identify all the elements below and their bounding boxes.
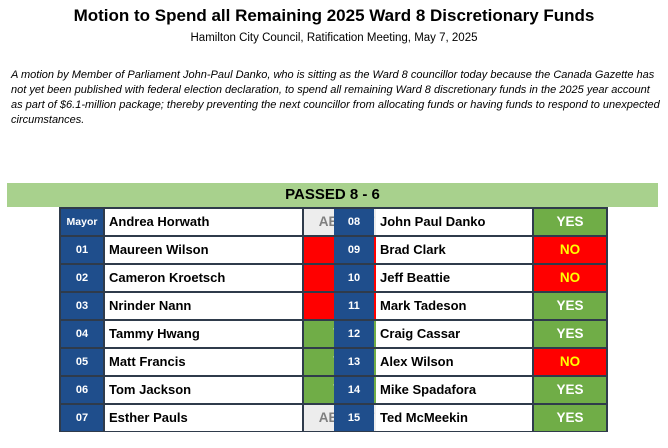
councillor-name: Alex Wilson: [376, 349, 532, 375]
ward-number: 13: [334, 349, 374, 375]
councillor-name: Mark Tadeson: [376, 293, 532, 319]
ward-number: 06: [61, 377, 103, 403]
councillor-name: Jeff Beattie: [376, 265, 532, 291]
vote-yes-badge: YES: [534, 377, 606, 403]
vote-no-badge: NO: [534, 237, 606, 263]
ward-number: 08: [334, 209, 374, 235]
ward-number: 14: [334, 377, 374, 403]
councillor-name: Andrea Horwath: [105, 209, 302, 235]
councillor-name: Mike Spadafora: [376, 377, 532, 403]
vote-yes-badge: YES: [534, 405, 606, 431]
vote-yes-badge: YES: [534, 209, 606, 235]
motion-description: A motion by Member of Parliament John-Pa…: [11, 69, 660, 126]
vote-yes-badge: YES: [534, 321, 606, 347]
councillor-name: Tom Jackson: [105, 377, 302, 403]
vote-yes-badge: YES: [534, 293, 606, 319]
ward-number: 02: [61, 265, 103, 291]
ward-number: 03: [61, 293, 103, 319]
councillor-name: Esther Pauls: [105, 405, 302, 431]
councillor-name: Tammy Hwang: [105, 321, 302, 347]
ward-number: 12: [334, 321, 374, 347]
councillor-name: Nrinder Nann: [105, 293, 302, 319]
page-subtitle: Hamilton City Council, Ratification Meet…: [190, 32, 478, 44]
result-banner: PASSED 8 - 6: [7, 183, 658, 207]
ward-number: Mayor: [61, 209, 103, 235]
ward-number: 05: [61, 349, 103, 375]
vote-no-badge: NO: [534, 265, 606, 291]
councillor-name: Ted McMeekin: [376, 405, 532, 431]
councillor-name: Maureen Wilson: [105, 237, 302, 263]
page-title: Motion to Spend all Remaining 2025 Ward …: [73, 6, 595, 25]
ward-number: 09: [334, 237, 374, 263]
councillor-name: Matt Francis: [105, 349, 302, 375]
councillor-name: John Paul Danko: [376, 209, 532, 235]
councillor-name: Brad Clark: [376, 237, 532, 263]
ward-number: 01: [61, 237, 103, 263]
ward-number: 11: [334, 293, 374, 319]
ward-number: 07: [61, 405, 103, 431]
ward-number: 10: [334, 265, 374, 291]
ward-number: 15: [334, 405, 374, 431]
councillor-name: Craig Cassar: [376, 321, 532, 347]
ward-number: 04: [61, 321, 103, 347]
vote-no-badge: NO: [534, 349, 606, 375]
councillor-name: Cameron Kroetsch: [105, 265, 302, 291]
